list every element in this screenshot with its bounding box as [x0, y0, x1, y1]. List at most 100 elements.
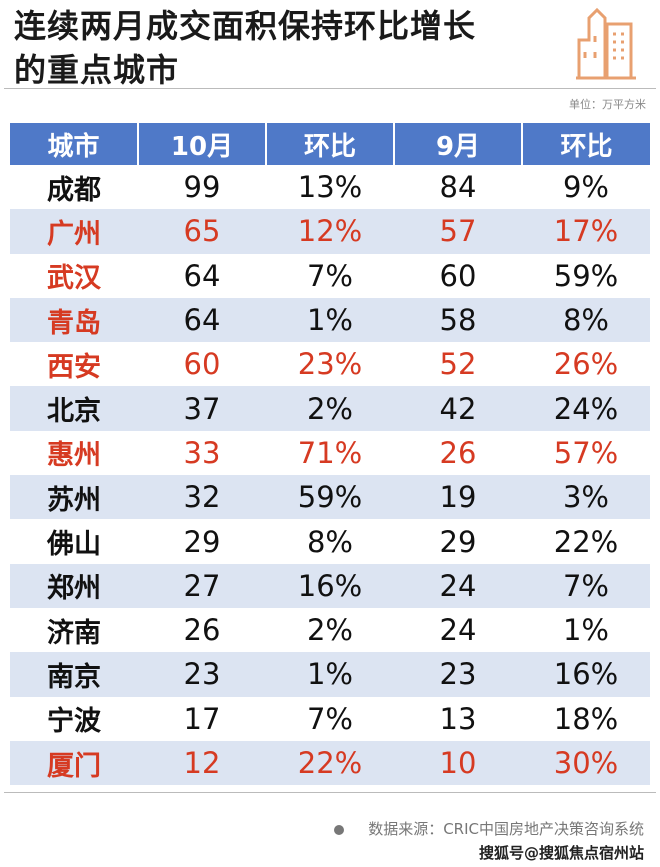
oct-value-cell: 64 [138, 297, 266, 343]
sep-mom-cell: 26% [553, 347, 619, 382]
oct-mom-cell: 1% [266, 297, 394, 343]
oct-mom-cell: 8% [306, 524, 353, 559]
sep-value-cell: 58 [394, 297, 522, 343]
sep-mom-cell: 3% [522, 475, 650, 520]
source-text: 数据来源：CRIC中国房地产决策咨询系统 [368, 820, 644, 838]
column-header: 环比 [265, 123, 394, 165]
table-row: 成都 99 13% 84 9% [10, 165, 650, 209]
title-line-2: 的重点城市 [14, 51, 180, 89]
table-row: 宁波 17 7% 13 18% [10, 697, 650, 741]
source-note: 数据来源：CRIC中国房地产决策咨询系统 [334, 818, 644, 839]
sep-value-cell: 52 [439, 347, 477, 382]
oct-mom-cell: 23% [297, 347, 363, 382]
oct-value-cell: 33 [183, 435, 221, 470]
bullet-icon [334, 824, 345, 835]
oct-mom-cell: 71% [297, 435, 363, 470]
sep-value-cell: 42 [394, 386, 522, 431]
oct-mom-cell: 22% [266, 740, 394, 786]
sep-mom-cell: 22% [553, 524, 619, 559]
table-row: 郑州 27 16% 24 7% [10, 563, 650, 608]
city-cell: 南京 [10, 652, 138, 697]
table-row: 惠州 33 71% 26 57% [10, 431, 650, 475]
oct-value-cell: 64 [183, 258, 221, 293]
oct-mom-cell: 13% [297, 170, 363, 205]
table-row: 西安 60 23% 52 26% [10, 342, 650, 386]
sep-mom-cell: 57% [553, 435, 619, 470]
oct-value-cell: 27 [138, 563, 266, 608]
watermark: 搜狐号@搜狐焦点宿州站 [478, 844, 644, 862]
sep-value-cell: 10 [394, 740, 522, 786]
column-header: 9月 [393, 123, 522, 165]
unit-label: 单位：万平方米 [569, 98, 646, 111]
table-row: 北京 37 2% 42 24% [10, 386, 650, 431]
sep-mom-cell: 8% [522, 297, 650, 343]
city-cell: 厦门 [10, 740, 138, 786]
sep-mom-cell: 16% [522, 652, 650, 697]
table-row: 广州 65 12% 57 17% [10, 209, 650, 254]
city-cell: 成都 [47, 174, 101, 206]
sep-value-cell: 84 [439, 170, 477, 205]
column-header: 10月 [137, 123, 266, 165]
oct-value-cell: 32 [138, 475, 266, 520]
data-table: 城市 10月 环比 9月 环比 成都 99 13% 84 9% 广州 65 12% 57 17% 武汉 64 7… [10, 123, 650, 786]
sep-value-cell: 23 [394, 652, 522, 697]
sep-value-cell: 19 [394, 475, 522, 520]
oct-mom-cell: 7% [306, 701, 353, 736]
oct-mom-cell: 59% [266, 475, 394, 520]
city-cell: 佛山 [47, 529, 101, 561]
page-title: 连续两月成交面积保持环比增长 的重点城市 [14, 4, 476, 92]
oct-value-cell: 26 [183, 613, 221, 648]
oct-value-cell: 17 [183, 701, 221, 736]
city-cell: 武汉 [47, 263, 101, 295]
sep-value-cell: 24 [439, 613, 477, 648]
table-row: 武汉 64 7% 60 59% [10, 254, 650, 298]
city-cell: 西安 [47, 351, 101, 383]
table-row: 青岛 64 1% 58 8% [10, 297, 650, 343]
oct-mom-cell: 16% [266, 563, 394, 608]
sep-mom-cell: 17% [522, 209, 650, 254]
column-header: 环比 [521, 123, 650, 165]
column-header: 城市 [10, 123, 138, 165]
oct-mom-cell: 7% [306, 258, 353, 293]
oct-value-cell: 37 [138, 386, 266, 431]
sep-mom-cell: 18% [553, 701, 619, 736]
city-cell: 青岛 [10, 297, 138, 343]
city-cell: 济南 [47, 617, 101, 649]
sep-value-cell: 29 [439, 524, 477, 559]
oct-mom-cell: 2% [306, 613, 353, 648]
sep-mom-cell: 30% [522, 740, 650, 786]
oct-mom-cell: 1% [266, 652, 394, 697]
city-cell: 北京 [10, 386, 138, 431]
sep-value-cell: 24 [394, 563, 522, 608]
table-row: 济南 26 2% 24 1% [10, 608, 650, 652]
table-row: 厦门 12 22% 10 30% [10, 740, 650, 786]
sep-mom-cell: 1% [562, 613, 609, 648]
city-cell: 宁波 [47, 706, 101, 738]
buildings-icon [576, 7, 636, 80]
oct-value-cell: 60 [183, 347, 221, 382]
city-cell: 惠州 [47, 440, 101, 472]
sep-mom-cell: 59% [553, 258, 619, 293]
oct-value-cell: 29 [183, 524, 221, 559]
title-divider [4, 88, 656, 89]
oct-value-cell: 99 [183, 170, 221, 205]
sep-mom-cell: 9% [562, 170, 609, 205]
oct-value-cell: 23 [138, 652, 266, 697]
sep-value-cell: 26 [439, 435, 477, 470]
table-row: 苏州 32 59% 19 3% [10, 475, 650, 520]
sep-value-cell: 13 [439, 701, 477, 736]
table-row: 南京 23 1% 23 16% [10, 652, 650, 697]
sep-mom-cell: 7% [522, 563, 650, 608]
footer-divider [4, 792, 656, 793]
table-row: 佛山 29 8% 29 22% [10, 519, 650, 563]
oct-value-cell: 12 [138, 740, 266, 786]
sep-value-cell: 60 [439, 258, 477, 293]
city-cell: 苏州 [10, 475, 138, 520]
oct-value-cell: 65 [138, 209, 266, 254]
oct-mom-cell: 2% [266, 386, 394, 431]
sep-mom-cell: 24% [522, 386, 650, 431]
sep-value-cell: 57 [394, 209, 522, 254]
oct-mom-cell: 12% [266, 209, 394, 254]
city-cell: 郑州 [10, 563, 138, 608]
title-line-1: 连续两月成交面积保持环比增长 [14, 7, 477, 45]
